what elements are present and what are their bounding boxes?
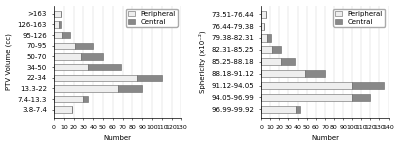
Bar [261,82,352,89]
Bar [352,94,370,101]
Bar [261,106,296,113]
X-axis label: Number: Number [311,135,339,141]
Bar [118,85,142,92]
Bar [62,32,70,38]
Bar [88,64,120,70]
Bar [261,46,272,53]
Bar [54,96,83,102]
Y-axis label: Sphericity (x10⁻²): Sphericity (x10⁻²) [198,30,206,93]
Bar [54,43,76,49]
Bar [76,43,93,49]
Bar [54,21,59,28]
Bar [261,22,264,30]
Bar [281,58,295,65]
Bar [305,70,325,77]
Legend: Peripheral, Central: Peripheral, Central [333,9,385,27]
Y-axis label: PTV Volume (cc): PTV Volume (cc) [6,33,12,90]
Bar [54,64,88,70]
Bar [261,70,305,77]
Bar [296,106,300,113]
Bar [54,11,61,17]
Bar [54,75,137,81]
Bar [54,53,81,60]
Bar [59,21,61,28]
Bar [261,58,281,65]
Bar [81,53,103,60]
Legend: Peripheral, Central: Peripheral, Central [126,9,178,27]
Bar [352,82,384,89]
Bar [272,46,281,53]
X-axis label: Number: Number [104,135,132,141]
Bar [261,94,352,101]
Bar [54,85,118,92]
Bar [137,75,162,81]
Bar [54,106,72,113]
Bar [261,11,266,18]
Bar [267,34,271,42]
Bar [83,96,88,102]
Bar [54,32,62,38]
Bar [261,34,267,42]
